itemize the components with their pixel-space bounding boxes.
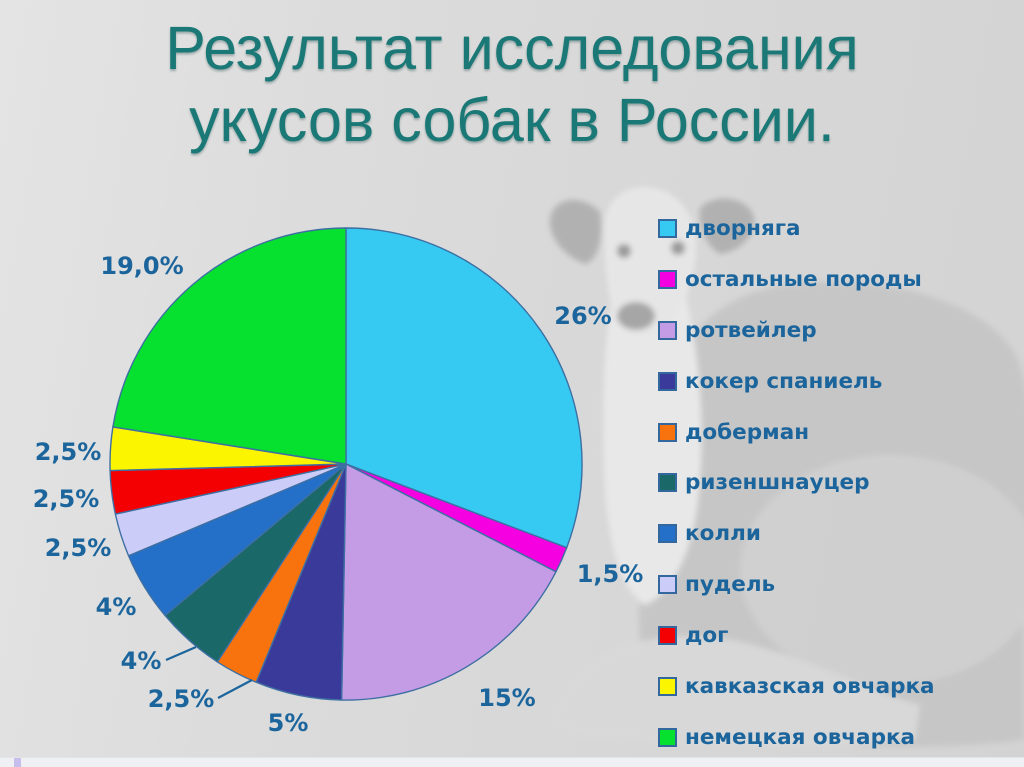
legend-label: ротвейлер: [685, 317, 817, 343]
legend-swatch-icon: [658, 320, 677, 340]
pie-value-label-1: 26%: [554, 302, 612, 330]
pie-slice-11: [112, 227, 347, 465]
legend-label: кавказская овчарка: [685, 673, 935, 699]
legend-label: доберман: [685, 419, 810, 445]
legend-item-9: дог: [658, 610, 935, 661]
legend-label: кокер спаниель: [685, 368, 883, 394]
footer-accent: [14, 758, 21, 767]
legend-item-11: немецкая овчарка: [658, 712, 935, 763]
footer-strip: [0, 757, 1024, 767]
pie-value-label-6: 4%: [120, 647, 162, 675]
legend-label: колли: [685, 521, 761, 547]
pie-value-label-7: 4%: [95, 593, 137, 621]
legend-item-1: дворняга: [658, 203, 935, 254]
page-title-line-1: Результат исследования: [165, 14, 859, 82]
pie-value-label-2: 1,5%: [576, 560, 644, 588]
legend-label: дворняга: [685, 215, 801, 241]
legend-label: пудель: [685, 572, 776, 598]
legend-swatch-icon: [658, 269, 677, 289]
chart-legend: дворняга остальные породы ротвейлер кокер с…: [658, 203, 935, 763]
pie-value-label-10: 2,5%: [34, 438, 102, 466]
pie-callout-line-riesenschnauzer: [165, 645, 197, 662]
legend-swatch-icon: [658, 371, 677, 391]
legend-swatch-icon: [658, 676, 677, 696]
legend-label: остальные породы: [685, 266, 922, 292]
legend-swatch-icon: [658, 575, 677, 595]
legend-item-5: доберман: [658, 407, 935, 458]
legend-swatch-icon: [658, 727, 677, 747]
page-title-line-2: укусов собак в России.: [189, 86, 835, 154]
pie-callout-line-doberman: [217, 679, 253, 699]
page-title: Результат исследования укусов собак в Ро…: [0, 12, 1024, 156]
pie-value-label-3: 15%: [478, 684, 536, 712]
legend-swatch-icon: [658, 626, 677, 646]
legend-item-8: пудель: [658, 559, 935, 610]
legend-label: дог: [685, 623, 729, 649]
pie-value-label-4: 5%: [267, 709, 309, 737]
pie-value-label-5: 2,5%: [147, 685, 215, 713]
pie-slice-3: [340, 463, 557, 701]
legend-swatch-icon: [658, 218, 677, 238]
legend-swatch-icon: [658, 422, 677, 442]
legend-item-10: кавказская овчарка: [658, 661, 935, 712]
pie-value-label-9: 2,5%: [32, 485, 100, 513]
legend-swatch-icon: [658, 473, 677, 493]
pie-value-label-11: 19,0%: [100, 252, 184, 280]
pie-slice-1: [345, 227, 583, 549]
legend-item-2: остальные породы: [658, 254, 935, 305]
pie-value-label-8: 2,5%: [44, 534, 112, 562]
legend-label: немецкая овчарка: [685, 724, 916, 750]
legend-item-4: кокер спаниель: [658, 356, 935, 407]
legend-item-3: ротвейлер: [658, 305, 935, 356]
legend-swatch-icon: [658, 524, 677, 544]
legend-item-6: ризеншнауцер: [658, 457, 935, 508]
legend-label: ризеншнауцер: [685, 470, 870, 496]
legend-item-7: колли: [658, 508, 935, 559]
